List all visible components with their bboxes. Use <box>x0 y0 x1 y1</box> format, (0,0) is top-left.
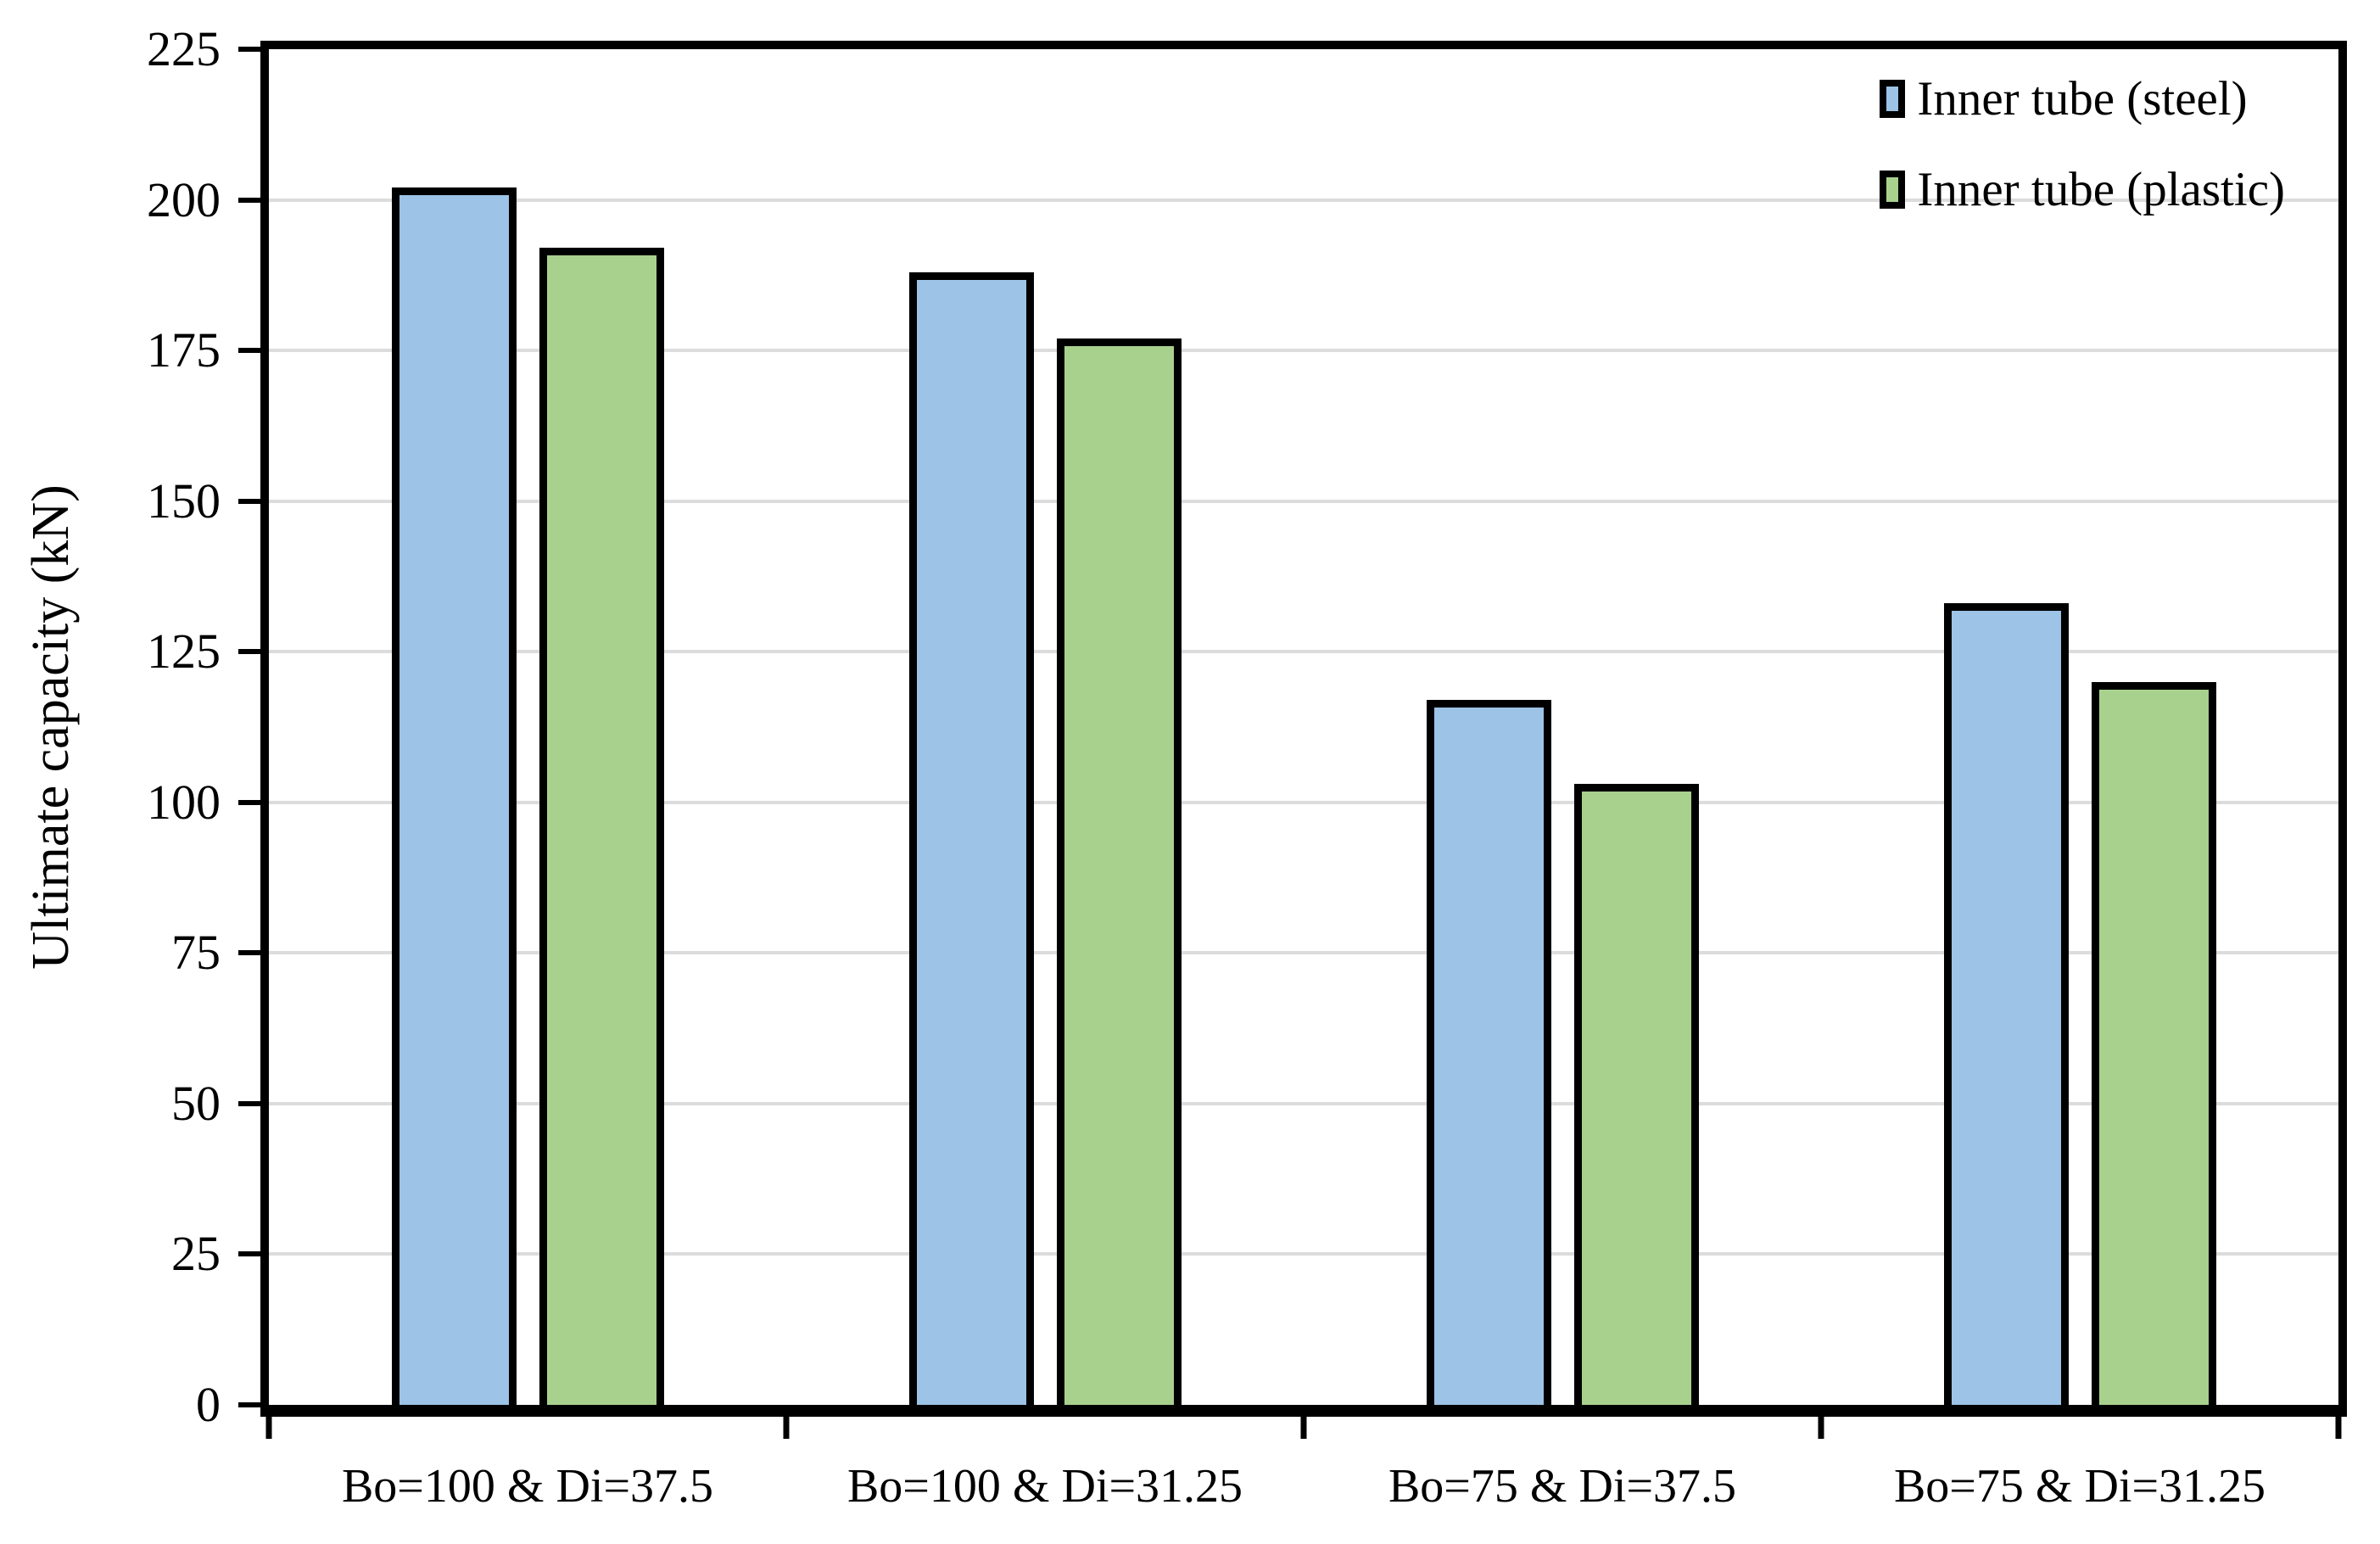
bar-group <box>786 49 1304 1405</box>
gridline <box>269 1252 2338 1256</box>
y-axis-tick-label: 25 <box>171 1226 221 1282</box>
bar-group <box>1821 49 2338 1405</box>
gridline <box>269 198 2338 202</box>
legend-item: Inner tube (steel) <box>1880 75 2285 123</box>
legend-item: Inner tube (plastic) <box>1880 165 2285 214</box>
bar-inner-tube-steel- <box>1426 700 1551 1405</box>
y-axis-tick <box>238 1100 261 1106</box>
y-axis-tick-label: 100 <box>147 774 221 830</box>
legend-label: Inner tube (plastic) <box>1917 163 2285 216</box>
gridline <box>269 800 2338 804</box>
bar-inner-tube-steel- <box>391 187 517 1405</box>
x-axis-category-labels: Bo=100 & Di=37.5 Bo=100 & Di=31.25 Bo=75 &… <box>269 1460 2338 1513</box>
y-axis-tick-label: 75 <box>171 925 221 981</box>
x-axis-tick <box>1300 1417 1307 1439</box>
legend: Inner tube (steel) Inner tube (plastic) <box>1880 75 2285 214</box>
bar-inner-tube-steel- <box>908 271 1034 1405</box>
gridline <box>269 499 2338 503</box>
x-axis-category-label: Bo=75 & Di=31.25 <box>1893 1460 2266 1513</box>
y-axis-tick-label: 0 <box>196 1377 221 1432</box>
bar-inner-tube-plastic- <box>539 248 664 1405</box>
y-axis-tick <box>238 799 261 805</box>
y-axis-tick-labels: 0 25 50 75 100 125 150 175 200 225 <box>0 25 227 1429</box>
legend-swatch-icon <box>1880 171 1906 209</box>
x-axis-tick <box>783 1417 790 1439</box>
y-axis-ticks <box>238 47 261 1407</box>
bar-group <box>1304 49 1821 1405</box>
y-axis-tick <box>238 348 261 354</box>
gridline <box>269 1101 2338 1105</box>
bar-layer <box>269 49 2338 1405</box>
x-axis-category-label: Bo=100 & Di=37.5 <box>341 1460 714 1513</box>
gridline <box>269 951 2338 955</box>
y-axis-tick-label: 125 <box>147 624 221 680</box>
y-axis-tick <box>238 47 261 52</box>
y-axis-tick <box>238 197 261 203</box>
x-axis-tick <box>1818 1417 1824 1439</box>
y-axis-tick <box>238 1402 261 1407</box>
bar-inner-tube-plastic- <box>1056 338 1182 1405</box>
bar-inner-tube-plastic- <box>1573 784 1699 1405</box>
bar-inner-tube-plastic- <box>2091 681 2216 1405</box>
y-axis-tick <box>238 950 261 956</box>
x-axis-ticks <box>265 1417 2342 1439</box>
y-axis-tick <box>238 649 261 655</box>
legend-label: Inner tube (steel) <box>1917 72 2248 126</box>
gridline <box>269 349 2338 353</box>
y-axis-tick-label: 175 <box>147 322 221 378</box>
y-axis-tick <box>238 498 261 504</box>
plot-area <box>260 41 2347 1417</box>
x-axis-category-label: Bo=100 & Di=31.25 <box>846 1460 1243 1513</box>
gridline <box>269 650 2338 654</box>
gridline-layer <box>269 49 2338 1405</box>
y-axis-tick <box>238 1251 261 1257</box>
x-axis-category-label: Bo=75 & Di=37.5 <box>1388 1460 1737 1513</box>
bar-group <box>269 49 786 1405</box>
y-axis-tick-label: 200 <box>147 171 221 227</box>
y-axis-tick-label: 225 <box>147 21 221 76</box>
bar-inner-tube-steel- <box>1943 603 2069 1405</box>
y-axis-tick-label: 150 <box>147 473 221 529</box>
y-axis-tick-label: 50 <box>171 1075 221 1131</box>
x-axis-tick <box>265 1417 272 1439</box>
x-axis-tick <box>2335 1417 2342 1439</box>
legend-swatch-icon <box>1880 80 1906 118</box>
